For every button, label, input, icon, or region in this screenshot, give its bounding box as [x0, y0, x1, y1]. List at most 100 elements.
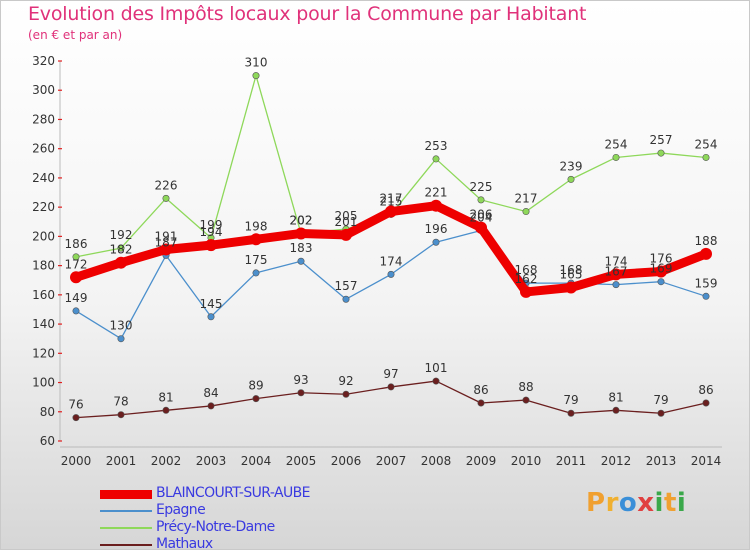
data-label: 168 [560, 263, 583, 277]
data-point [657, 278, 665, 286]
data-point [430, 199, 442, 212]
data-label: 86 [473, 383, 488, 397]
data-label: 88 [518, 380, 533, 394]
data-label: 168 [515, 263, 538, 277]
y-tick-label: 160 [32, 288, 55, 302]
x-tick-label: 2014 [691, 454, 722, 468]
data-point [477, 399, 485, 407]
data-label: 201 [335, 215, 358, 229]
x-tick-label: 2010 [511, 454, 542, 468]
data-point [612, 406, 620, 414]
data-point [162, 406, 170, 414]
data-point [702, 399, 710, 407]
y-tick-label: 220 [32, 200, 55, 214]
data-label: 239 [560, 159, 583, 173]
data-label: 194 [200, 225, 223, 239]
data-point [342, 390, 350, 398]
data-label: 226 [155, 178, 178, 192]
data-point [475, 221, 487, 234]
data-label: 172 [65, 257, 88, 271]
data-point [207, 402, 215, 410]
data-label: 187 [155, 235, 178, 249]
data-point [340, 228, 352, 241]
data-point [565, 281, 577, 294]
data-label: 225 [470, 180, 493, 194]
data-point [205, 239, 217, 252]
y-tick-label: 80 [40, 405, 55, 419]
y-tick-label: 180 [32, 259, 55, 273]
chart-title: Evolution des Impôts locaux pour la Comm… [28, 3, 587, 25]
data-point [522, 396, 530, 404]
y-tick-label: 140 [32, 317, 55, 331]
legend-swatch [100, 544, 152, 546]
data-point [700, 247, 712, 260]
data-point [297, 257, 305, 265]
data-label: 97 [383, 367, 398, 381]
y-tick-label: 240 [32, 171, 55, 185]
x-tick-label: 2000 [61, 454, 92, 468]
data-point [342, 295, 350, 303]
data-label: 169 [650, 262, 673, 276]
data-point [612, 153, 620, 161]
data-point [657, 409, 665, 417]
data-label: 183 [290, 241, 313, 255]
x-tick-label: 2007 [376, 454, 407, 468]
data-label: 188 [695, 234, 718, 248]
data-label: 206 [470, 208, 493, 222]
legend-label: Précy-Notre-Dame [156, 519, 275, 535]
data-label: 101 [425, 361, 448, 375]
y-tick-label: 300 [32, 83, 55, 97]
y-tick-label: 280 [32, 112, 55, 126]
data-label: 130 [110, 319, 133, 333]
data-point [117, 335, 125, 343]
data-point [115, 256, 127, 269]
data-label: 310 [245, 56, 268, 70]
y-tick-label: 320 [32, 54, 55, 68]
y-tick-label: 260 [32, 142, 55, 156]
legend-swatch [100, 527, 152, 529]
data-label: 254 [695, 137, 718, 151]
data-label: 86 [698, 383, 713, 397]
data-point [612, 281, 620, 289]
legend-label: BLAINCOURT-SUR-AUBE [156, 485, 310, 501]
data-label: 221 [425, 186, 448, 200]
data-label: 202 [290, 213, 313, 227]
data-label: 176 [650, 251, 673, 265]
data-label: 217 [380, 192, 403, 206]
x-tick-label: 2005 [286, 454, 317, 468]
data-point [250, 233, 262, 246]
data-label: 174 [380, 254, 403, 268]
data-point [385, 205, 397, 218]
chart-subtitle: (en € et par an) [28, 28, 123, 42]
data-point [72, 307, 80, 315]
data-point [477, 196, 485, 204]
data-label: 174 [605, 254, 628, 268]
data-point [655, 265, 667, 278]
data-label: 159 [695, 276, 718, 290]
data-label: 79 [653, 393, 668, 407]
data-point [610, 268, 622, 281]
y-tick-label: 120 [32, 346, 55, 360]
data-label: 78 [113, 395, 128, 409]
data-point [702, 153, 710, 161]
data-point [387, 383, 395, 391]
data-label: 253 [425, 139, 448, 153]
data-label: 165 [560, 268, 583, 282]
data-point [522, 208, 530, 216]
x-tick-label: 2003 [196, 454, 227, 468]
x-tick-label: 2009 [466, 454, 497, 468]
data-point [162, 194, 170, 202]
data-label: 81 [608, 390, 623, 404]
data-label: 145 [200, 297, 223, 311]
data-point [567, 175, 575, 183]
data-label: 92 [338, 374, 353, 388]
x-tick-label: 2013 [646, 454, 677, 468]
x-tick-label: 2012 [601, 454, 632, 468]
legend-swatch [100, 490, 152, 499]
data-label: 199 [200, 218, 223, 232]
x-tick-label: 2002 [151, 454, 182, 468]
data-label: 257 [650, 133, 673, 147]
data-label: 167 [605, 265, 628, 279]
proxiti-logo: Proxiti [586, 488, 687, 518]
